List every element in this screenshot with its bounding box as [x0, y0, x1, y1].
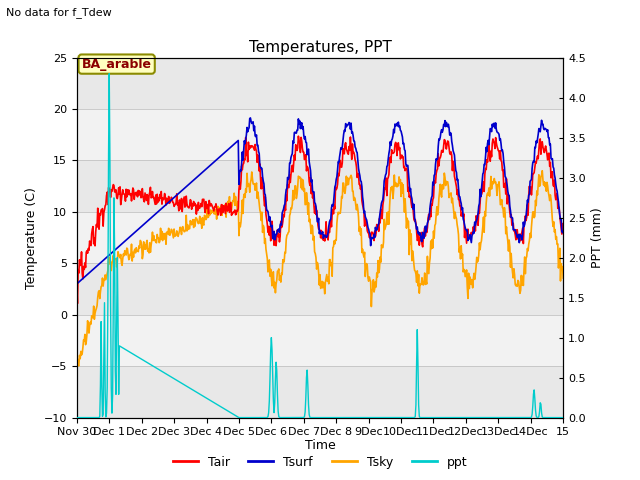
Text: No data for f_Tdew: No data for f_Tdew [6, 7, 112, 18]
Bar [77, 264, 563, 315]
Bar [77, 212, 563, 264]
Text: BA_arable: BA_arable [82, 58, 152, 71]
Bar [77, 315, 563, 366]
Y-axis label: PPT (mm): PPT (mm) [591, 207, 604, 268]
Legend: Tair, Tsurf, Tsky, ppt: Tair, Tsurf, Tsky, ppt [168, 451, 472, 474]
Title: Temperatures, PPT: Temperatures, PPT [248, 40, 392, 55]
X-axis label: Time: Time [305, 439, 335, 452]
Y-axis label: Temperature (C): Temperature (C) [25, 187, 38, 288]
Bar [77, 58, 563, 109]
Bar [77, 160, 563, 212]
Bar [77, 109, 563, 160]
Bar [77, 366, 563, 418]
